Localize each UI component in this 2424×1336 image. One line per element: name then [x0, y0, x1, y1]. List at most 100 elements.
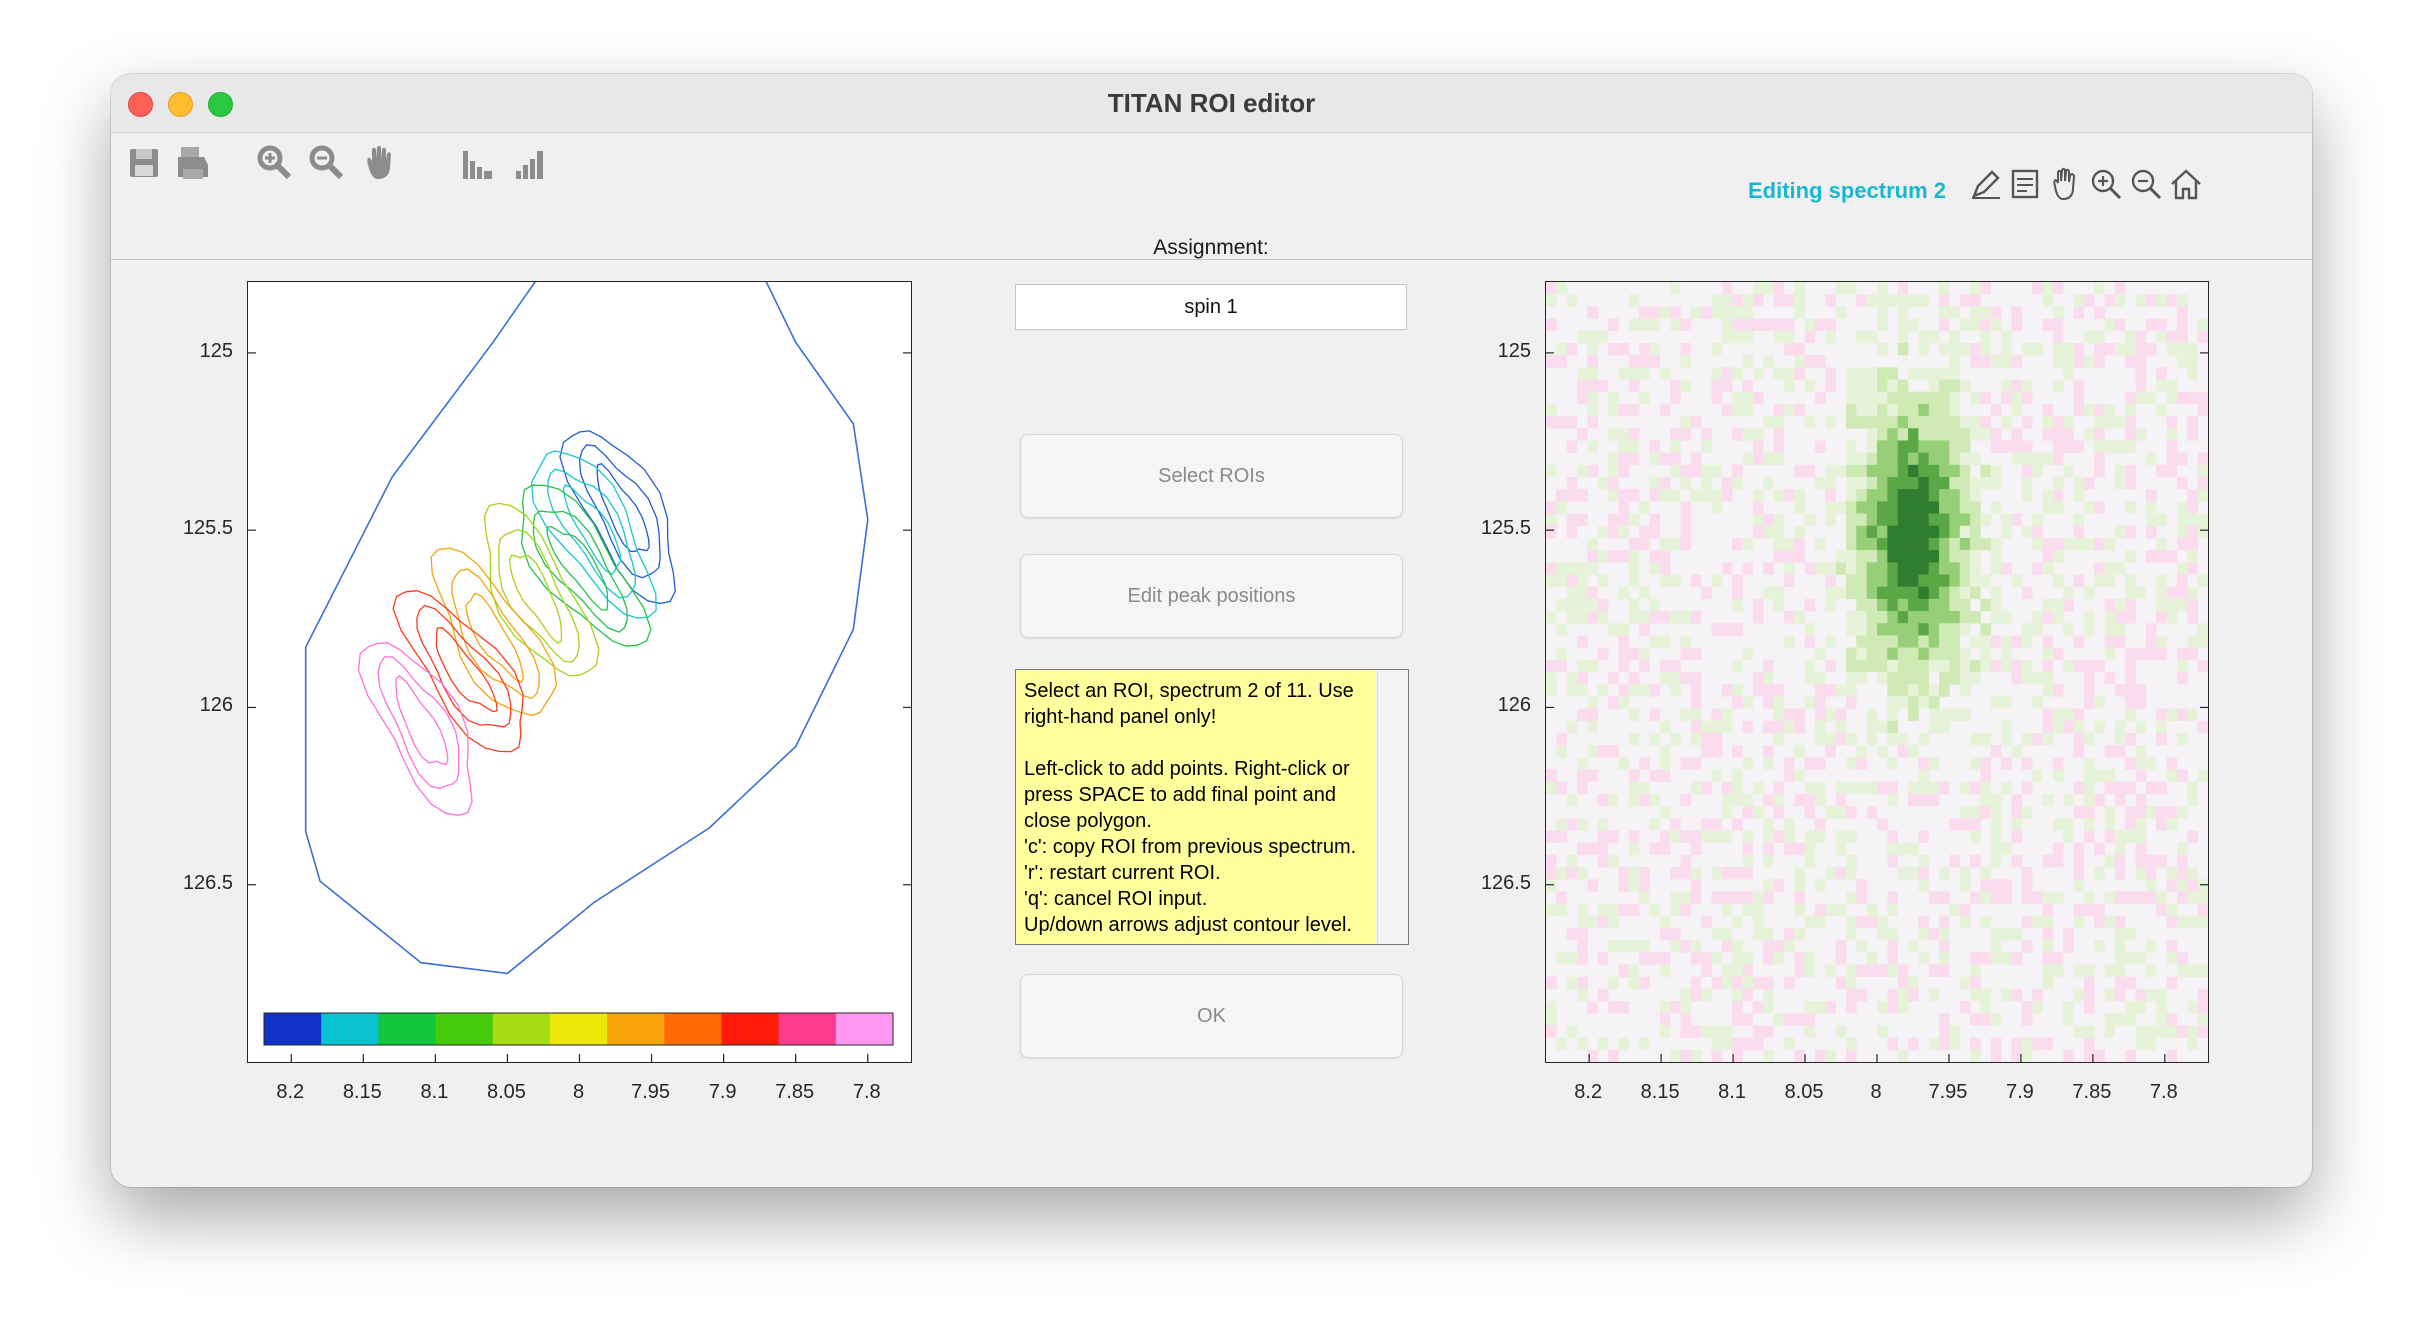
heatmap-cell: [1618, 1001, 1629, 1013]
heatmap-cell: [1732, 989, 1743, 1001]
heatmap-cell: [1887, 587, 1898, 599]
heatmap-cell: [1980, 623, 1991, 635]
heatmap-cell: [1815, 721, 1826, 733]
heatmap-cell: [2177, 587, 2188, 599]
heatmap-cell: [2177, 855, 2188, 867]
heatmap-cell: [2022, 806, 2033, 818]
heatmap-cell: [1970, 1013, 1981, 1025]
heatmap-cell: [1608, 940, 1619, 952]
heatmap-cell: [1598, 380, 1609, 392]
heatmap-cell: [1670, 1050, 1681, 1062]
heatmap-cell: [2167, 294, 2178, 306]
heatmap-cell: [2105, 745, 2116, 757]
heatmap-cell: [2032, 611, 2043, 623]
edit-data-icon[interactable]: [1968, 166, 2004, 202]
heatmap-cell: [1939, 575, 1950, 587]
heatmap-cell: [1753, 599, 1764, 611]
heatmap-cell: [2156, 465, 2167, 477]
heatmap-cell: [1887, 477, 1898, 489]
heatmap-cell: [2053, 770, 2064, 782]
heatmap-cell: [2177, 331, 2188, 343]
heatmap-cell: [1629, 770, 1640, 782]
heatmap-cell: [2084, 891, 2095, 903]
heatmap-cell: [2011, 928, 2022, 940]
heatmap-cell: [1639, 501, 1650, 513]
heatmap-cell: [2084, 428, 2095, 440]
heatmap-cell: [1815, 757, 1826, 769]
heatmap-cell: [1887, 550, 1898, 562]
data-tips-icon[interactable]: [2007, 166, 2043, 202]
restore-view-icon[interactable]: [2168, 166, 2204, 202]
heatmap-cell: [2053, 684, 2064, 696]
heatmap-cell: [1639, 867, 1650, 879]
heatmap-cell: [1949, 550, 1960, 562]
heatmap-cell: [1629, 843, 1640, 855]
zoom-out-icon[interactable]: [2128, 166, 2164, 202]
heatmap-cell: [1722, 562, 1733, 574]
pan-icon[interactable]: [360, 143, 400, 183]
heatmap-cell: [1660, 952, 1671, 964]
heatmap-cell: [1991, 855, 2002, 867]
heatmap-cell: [1805, 623, 1816, 635]
heatmap-cell: [1908, 562, 1919, 574]
left-contour-axes[interactable]: [247, 281, 912, 1063]
ok-button[interactable]: OK: [1020, 974, 1403, 1058]
heatmap-cell: [1877, 550, 1888, 562]
zoom-in-icon[interactable]: [255, 143, 295, 183]
heatmap-cell: [1960, 343, 1971, 355]
heatmap-cell: [1825, 709, 1836, 721]
instructions-scrollbar[interactable]: [1377, 670, 1408, 944]
heatmap-cell: [2115, 1013, 2126, 1025]
heatmap-cell: [2105, 611, 2116, 623]
right-heatmap-axes[interactable]: [1545, 281, 2209, 1063]
heatmap-cell: [1680, 1013, 1691, 1025]
heatmap-cell: [1908, 428, 1919, 440]
colorbar-icon[interactable]: [458, 143, 498, 183]
save-icon[interactable]: [124, 143, 164, 183]
heatmap-cell: [1598, 684, 1609, 696]
heatmap-cell: [1546, 1013, 1557, 1025]
heatmap-cell: [2074, 721, 2085, 733]
heatmap-cell: [1939, 648, 1950, 660]
heatmap-cell: [1980, 282, 1991, 294]
heatmap-cell: [1639, 355, 1650, 367]
heatmap-cell: [1639, 538, 1650, 550]
heatmap-cell: [1939, 501, 1950, 513]
heatmap-cell: [1722, 331, 1733, 343]
heatmap-cell: [1649, 818, 1660, 830]
heatmap-cell: [1639, 891, 1650, 903]
assignment-input[interactable]: spin 1: [1015, 284, 1407, 330]
heatmap-cell: [1649, 684, 1660, 696]
heatmap-cell: [2084, 1025, 2095, 1037]
heatmap-cell: [1836, 465, 1847, 477]
heatmap-cell: [1701, 428, 1712, 440]
heatmap-cell: [1712, 294, 1723, 306]
legend-icon[interactable]: [510, 143, 550, 183]
heatmap-cell: [1908, 453, 1919, 465]
heatmap-cell: [2084, 538, 2095, 550]
heatmap-cell: [2146, 514, 2157, 526]
zoom-out-icon[interactable]: [307, 143, 347, 183]
select-rois-button[interactable]: Select ROIs: [1020, 434, 1403, 518]
heatmap-cell: [1732, 623, 1743, 635]
heatmap-cell: [1691, 696, 1702, 708]
heatmap-cell: [2115, 465, 2126, 477]
zoom-in-icon[interactable]: [2088, 166, 2124, 202]
heatmap-cell: [2115, 928, 2126, 940]
heatmap-cell: [2167, 331, 2178, 343]
heatmap-cell: [1722, 940, 1733, 952]
heatmap-cell: [1691, 648, 1702, 660]
print-icon[interactable]: [173, 143, 213, 183]
heatmap-cell: [2043, 1038, 2054, 1050]
heatmap-cell: [1629, 575, 1640, 587]
heatmap-cell: [1805, 672, 1816, 684]
heatmap-cell: [1949, 416, 1960, 428]
heatmap-cell: [1991, 477, 2002, 489]
heatmap-cell: [2022, 1038, 2033, 1050]
pan-hand-icon[interactable]: [2047, 166, 2083, 202]
heatmap-cell: [1877, 599, 1888, 611]
heatmap-cell: [1929, 331, 1940, 343]
edit-peak-positions-button[interactable]: Edit peak positions: [1020, 554, 1403, 638]
heatmap-cell: [1598, 331, 1609, 343]
heatmap-cell: [2074, 879, 2085, 891]
